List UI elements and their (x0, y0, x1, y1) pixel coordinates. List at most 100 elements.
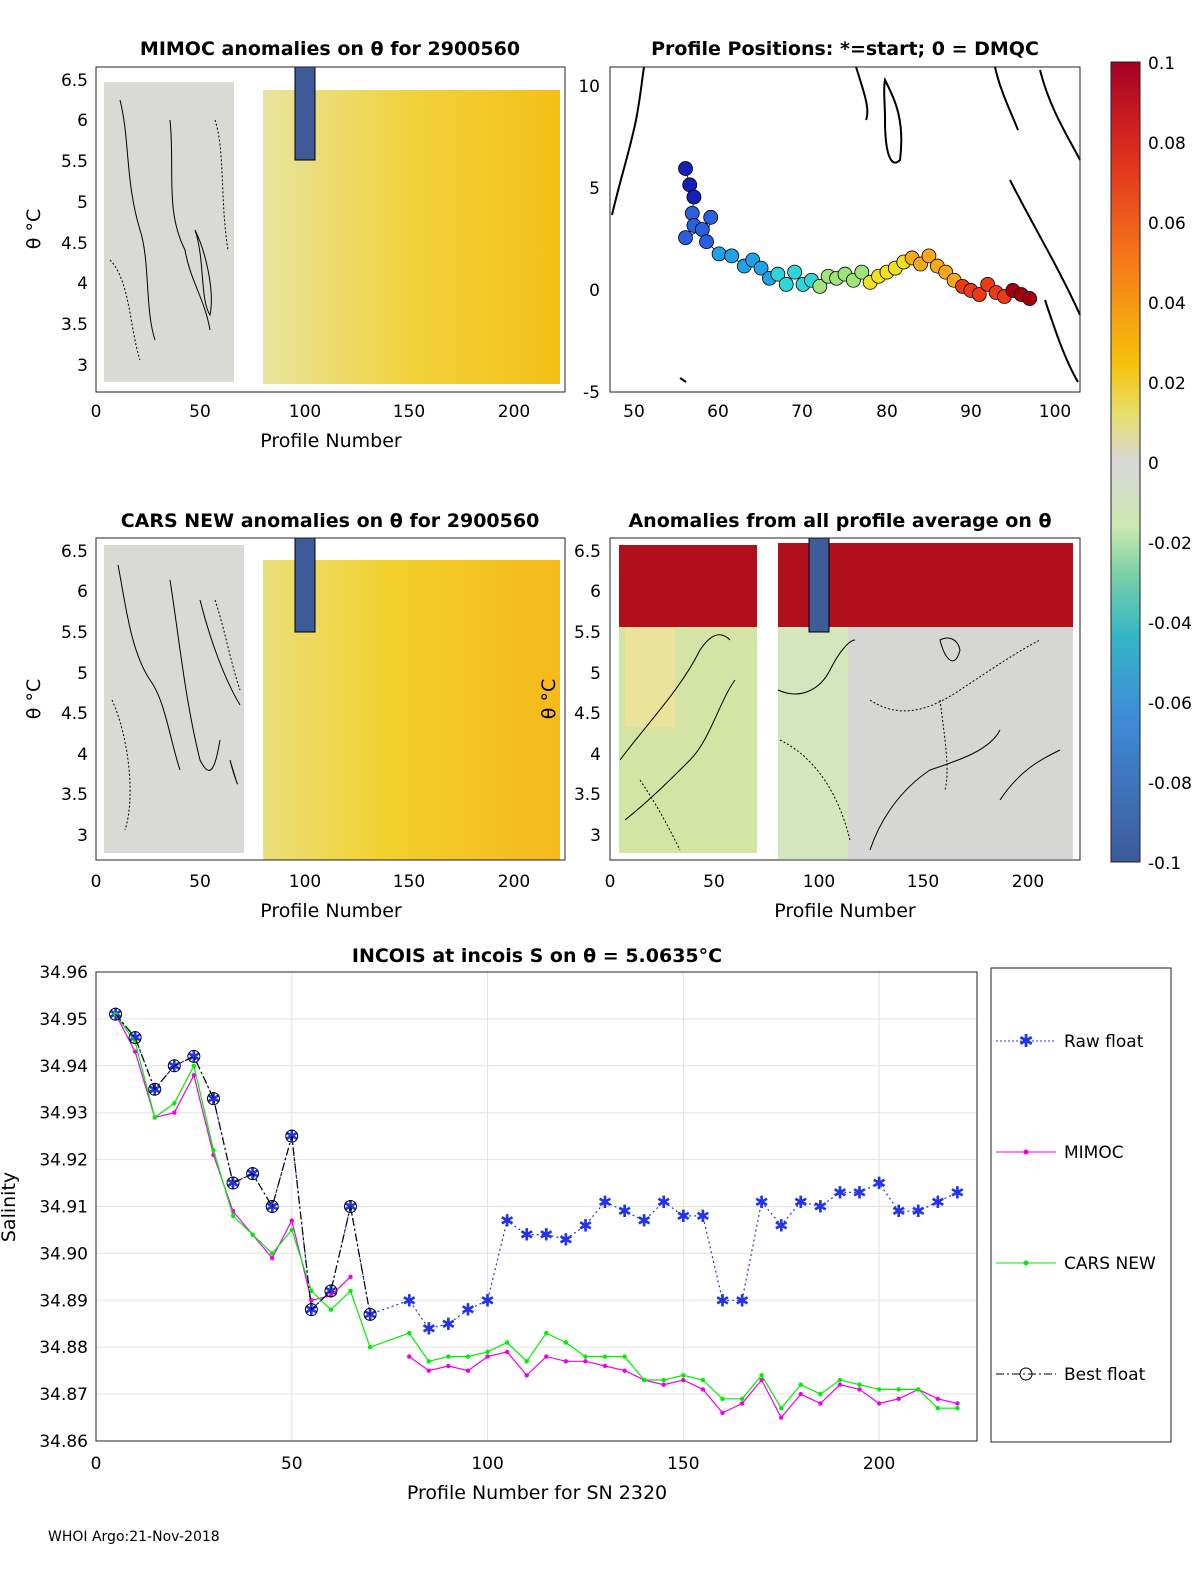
data-point (759, 1373, 764, 1378)
data-point (681, 1377, 686, 1383)
cb-tick: -0.02 (1148, 534, 1192, 554)
legend-mimoc-marker (1023, 1149, 1029, 1155)
profile-position-point (678, 161, 693, 176)
cb-tick: -0.1 (1148, 854, 1181, 874)
cars-xlabel: Profile Number (260, 900, 402, 922)
data-point (739, 1396, 745, 1401)
data-point: ✱ (676, 1207, 690, 1227)
data-point: ✱ (696, 1207, 710, 1227)
y-tick: 4 (77, 745, 88, 765)
y-tick: 3 (77, 356, 88, 376)
data-point (661, 1377, 666, 1383)
cars-field-left (104, 545, 244, 853)
data-point (583, 1359, 588, 1364)
data-point (289, 1227, 294, 1233)
data-point (172, 1101, 177, 1106)
y-tick: 5.5 (574, 623, 601, 643)
profile-position-point (711, 246, 727, 262)
x-tick: 80 (876, 402, 898, 422)
data-point: ✱ (852, 1183, 866, 1203)
data-point: ✱ (657, 1193, 671, 1213)
profile-position-point (971, 287, 987, 302)
data-point (324, 1284, 338, 1298)
data-point (857, 1382, 862, 1387)
y-tick: 5 (77, 664, 88, 684)
data-point (504, 1340, 510, 1345)
y-tick: 4 (590, 745, 601, 765)
x-tick: 100 (1039, 402, 1071, 422)
data-point: ✱ (520, 1226, 534, 1246)
profile-position-point (778, 276, 794, 292)
data-point: ✱ (578, 1216, 592, 1236)
data-point (426, 1359, 432, 1364)
y-tick: 3.5 (61, 315, 88, 335)
data-point (602, 1363, 608, 1369)
y-tick: -5 (583, 383, 600, 403)
track-points (678, 161, 1038, 306)
y-tick: 4 (77, 274, 88, 294)
data-point: ✱ (735, 1291, 749, 1311)
y-tick: 6.5 (61, 71, 88, 91)
data-point (485, 1349, 490, 1355)
data-point: ✱ (931, 1193, 945, 1213)
data-point (109, 1007, 123, 1021)
data-point (148, 1082, 162, 1096)
legend-mimoc-label: MIMOC (1064, 1143, 1124, 1163)
data-point (504, 1349, 510, 1355)
data-point (876, 1401, 882, 1406)
x-tick: 90 (960, 402, 982, 422)
data-point: ✱ (500, 1212, 514, 1232)
profile-position-point (686, 189, 702, 205)
data-point (191, 1063, 197, 1069)
x-tick: 50 (189, 402, 211, 422)
cb-tick: 0.08 (1148, 134, 1186, 154)
data-point: ✱ (950, 1183, 964, 1203)
data-point (837, 1377, 843, 1383)
data-point (739, 1401, 745, 1406)
cars-contours (111, 564, 241, 831)
y-tick: 5 (590, 664, 601, 684)
data-point: ✱ (539, 1226, 553, 1246)
data-point: ✱ (774, 1216, 788, 1236)
y-tick: 5 (77, 193, 88, 213)
data-point (896, 1396, 901, 1401)
x-tick: 200 (498, 402, 530, 422)
y-tick: 34.94 (39, 1057, 88, 1077)
cb-tick: 0.02 (1148, 374, 1186, 394)
legend-cars-marker (1023, 1260, 1029, 1266)
data-point (857, 1387, 862, 1392)
profile-position-point (854, 264, 870, 280)
y-tick: 4.5 (61, 234, 88, 254)
data-point (246, 1167, 260, 1181)
cars-ylabel: θ °C (23, 679, 45, 719)
y-tick: 34.87 (39, 1385, 88, 1405)
colorbar-gradient (1110, 61, 1141, 863)
cb-tick: 0.1 (1148, 54, 1175, 74)
cars-title: CARS NEW anomalies on θ for 2900560 (121, 510, 540, 532)
data-point (602, 1354, 608, 1359)
cb-tick: -0.04 (1148, 614, 1192, 634)
y-tick: 34.88 (39, 1338, 88, 1358)
mimoc-bad-bar (294, 66, 316, 161)
data-point (367, 1345, 373, 1350)
data-point (152, 1115, 157, 1120)
y-tick: 6 (77, 111, 88, 131)
data-point (363, 1307, 377, 1321)
data-point: ✱ (892, 1202, 906, 1222)
mimoc-panel: MIMOC anomalies on θ for 2900560 3 3.5 4… (23, 38, 566, 452)
data-point (191, 1072, 197, 1078)
profile-position-point (724, 248, 740, 264)
x-tick: 50 (281, 1454, 303, 1474)
data-point: ✱ (637, 1212, 651, 1232)
data-point (798, 1391, 803, 1397)
series-line (115, 1013, 958, 1330)
data-point (876, 1387, 882, 1392)
data-point (720, 1410, 725, 1416)
data-point: ✱ (363, 1305, 377, 1325)
data-point (544, 1354, 549, 1359)
y-tick: 34.92 (39, 1151, 88, 1171)
data-point (206, 1092, 220, 1106)
x-tick: 150 (393, 402, 425, 422)
y-tick: 6 (77, 582, 88, 602)
data-point (935, 1396, 941, 1401)
